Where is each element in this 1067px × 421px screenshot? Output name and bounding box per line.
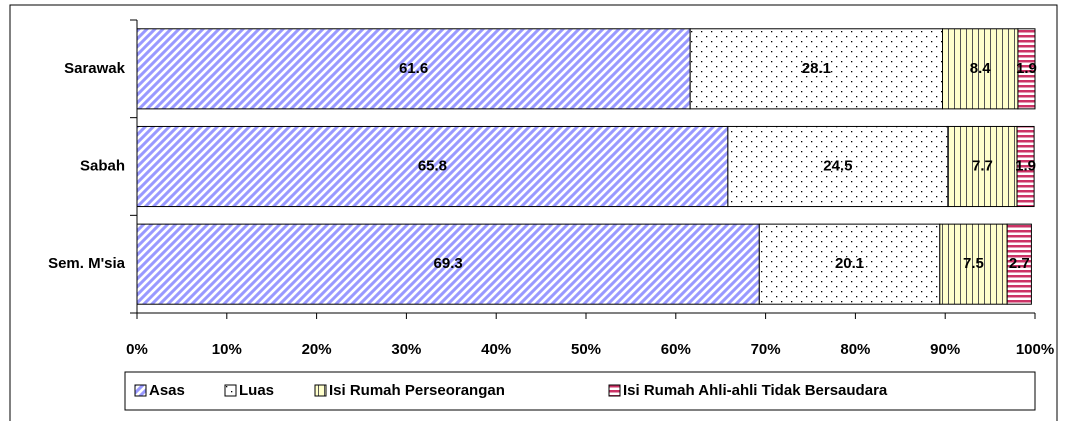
bar-segment xyxy=(1006,223,1032,305)
y-tick-label: Sem. M'sia xyxy=(48,255,126,272)
legend-label: Luas xyxy=(239,382,274,399)
x-tick-label: 50% xyxy=(571,341,601,358)
data-label: 20.1 xyxy=(835,255,864,272)
legend-label: Asas xyxy=(149,382,185,399)
data-label: 61.6 xyxy=(399,60,428,77)
data-label: 2.7 xyxy=(1009,255,1030,272)
bar-segment xyxy=(1016,125,1035,208)
legend-label: Isi Rumah Ahli-ahli Tidak Bersaudara xyxy=(623,382,888,399)
bar-segment xyxy=(947,125,1018,208)
data-label: 24.5 xyxy=(823,157,852,174)
bar-segment xyxy=(939,223,1008,305)
x-tick-label: 30% xyxy=(391,341,421,358)
data-label: 7.7 xyxy=(972,157,993,174)
bar-segment xyxy=(689,28,944,110)
bar-segment xyxy=(942,28,1019,110)
bar-segment xyxy=(727,125,949,208)
data-label: 65.8 xyxy=(418,157,447,174)
legend-swatch xyxy=(608,384,621,397)
x-tick-label: 90% xyxy=(930,341,960,358)
x-tick-label: 60% xyxy=(661,341,691,358)
x-tick-label: 70% xyxy=(751,341,781,358)
legend-label: Isi Rumah Perseorangan xyxy=(329,382,505,399)
x-tick-label: 100% xyxy=(1016,341,1054,358)
data-label: 69.3 xyxy=(434,255,463,272)
x-tick-label: 40% xyxy=(481,341,511,358)
data-label: 7.5 xyxy=(963,255,984,272)
x-tick-label: 10% xyxy=(212,341,242,358)
x-tick-label: 0% xyxy=(126,341,148,358)
data-label: 28.1 xyxy=(802,60,831,77)
legend-box xyxy=(124,371,1036,411)
chart-frame xyxy=(9,4,1058,421)
data-label: 1.9 xyxy=(1016,60,1037,77)
bar-segment xyxy=(1017,28,1036,110)
legend-swatch xyxy=(314,384,327,397)
x-tick-label: 20% xyxy=(302,341,332,358)
y-tick-label: Sabah xyxy=(80,157,125,174)
x-tick-label: 80% xyxy=(840,341,870,358)
data-label: 8.4 xyxy=(970,60,992,77)
legend-swatch xyxy=(224,384,237,397)
bar-segment xyxy=(758,223,941,305)
data-label: 1.9 xyxy=(1015,157,1036,174)
legend-swatch xyxy=(134,384,147,397)
y-tick-label: Sarawak xyxy=(64,60,126,77)
